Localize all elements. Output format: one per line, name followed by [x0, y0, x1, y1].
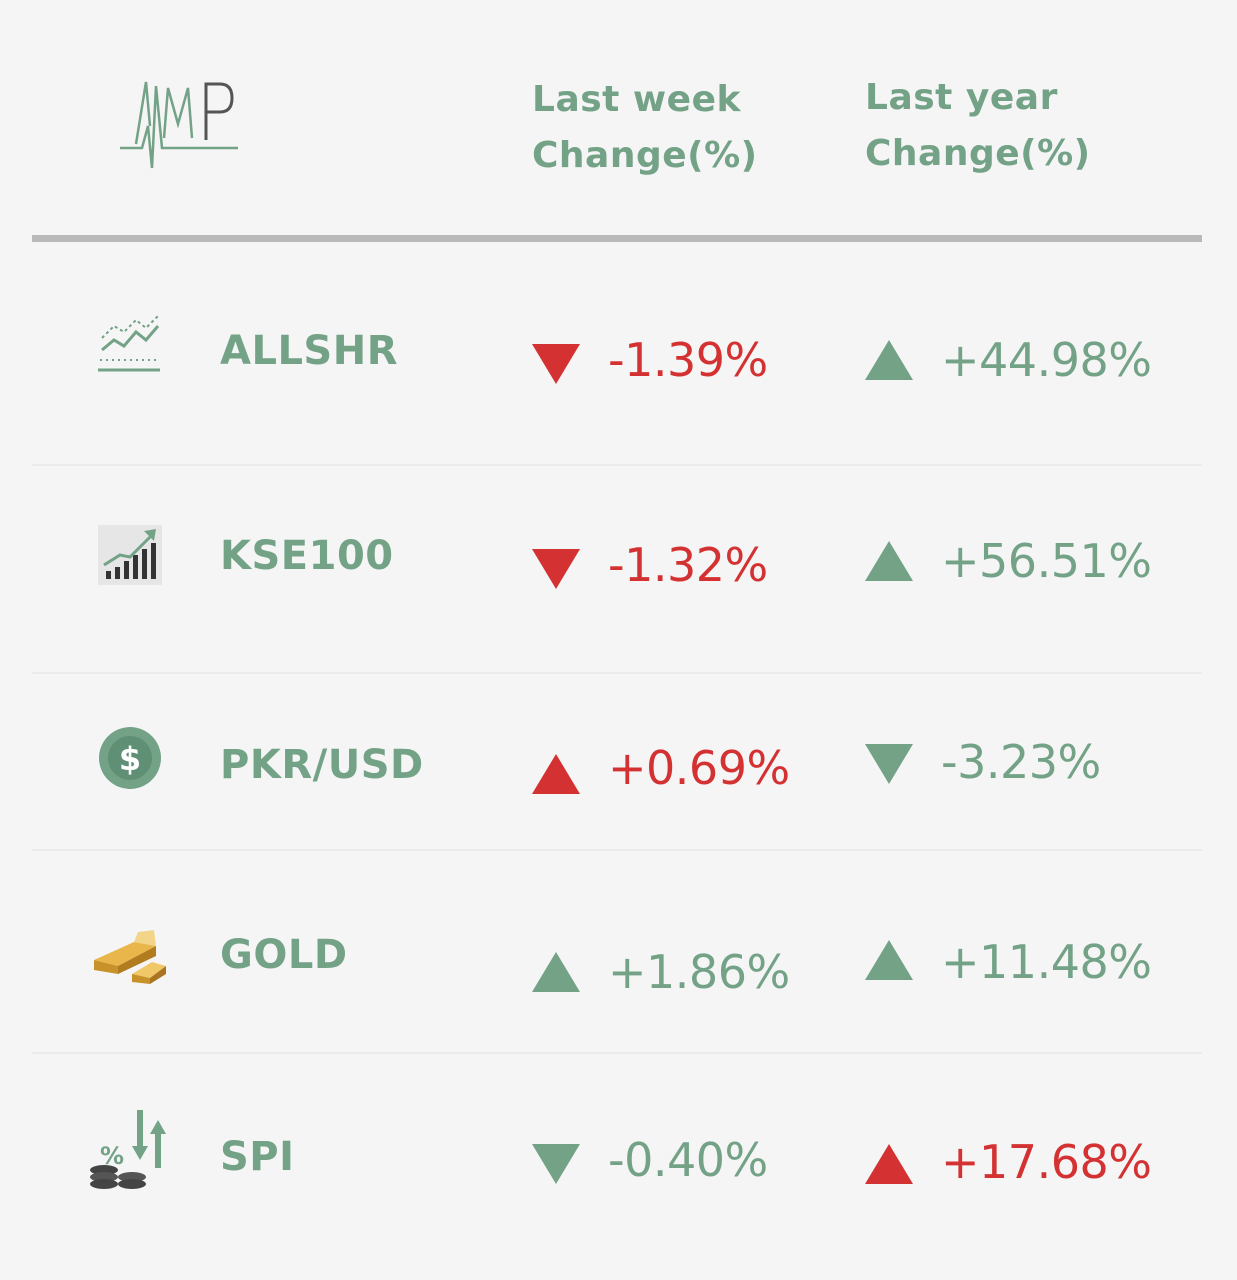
line-chart-icon	[98, 312, 162, 380]
year-change-value: +11.48%	[941, 935, 1152, 989]
svg-text:$: $	[119, 740, 141, 778]
year-change-value: -3.23%	[941, 735, 1101, 789]
down-triangle-icon	[532, 549, 580, 589]
up-triangle-icon	[865, 340, 913, 380]
last-year-change-header: Last year Change(%)	[865, 77, 1091, 174]
week-change-value: +1.86%	[608, 945, 790, 999]
up-triangle-icon	[532, 952, 580, 992]
header-divider	[32, 235, 1202, 242]
year-change-value: +17.68%	[941, 1135, 1152, 1189]
gold-bar-icon	[94, 928, 168, 988]
week-change-value: -0.40%	[608, 1133, 768, 1187]
bar-chart-growth-icon	[98, 525, 162, 589]
last-week-change-header: Last week Change(%)	[532, 79, 758, 176]
inflation-coins-icon: %	[86, 1106, 168, 1196]
week-change-value: +0.69%	[608, 741, 790, 795]
row-name: GOLD	[220, 932, 348, 978]
year-change-value: +44.98%	[941, 333, 1152, 387]
row-divider	[32, 1052, 1202, 1054]
week-change-value: -1.39%	[608, 333, 768, 387]
row-divider	[32, 849, 1202, 851]
up-triangle-icon	[865, 1144, 913, 1184]
row-divider	[32, 464, 1202, 466]
up-triangle-icon	[865, 940, 913, 980]
down-triangle-icon	[532, 344, 580, 384]
down-triangle-icon	[532, 1144, 580, 1184]
amp-logo	[118, 76, 242, 188]
year-change-value: +56.51%	[941, 534, 1152, 588]
week-change-value: -1.32%	[608, 538, 768, 592]
row-divider	[32, 672, 1202, 674]
up-triangle-icon	[865, 541, 913, 581]
up-triangle-icon	[532, 754, 580, 794]
row-name: PKR/USD	[220, 742, 424, 788]
row-name: KSE100	[220, 533, 394, 579]
row-name: SPI	[220, 1134, 295, 1180]
dollar-coin-icon: $	[98, 726, 162, 794]
down-triangle-icon	[865, 744, 913, 784]
row-name: ALLSHR	[220, 328, 399, 374]
